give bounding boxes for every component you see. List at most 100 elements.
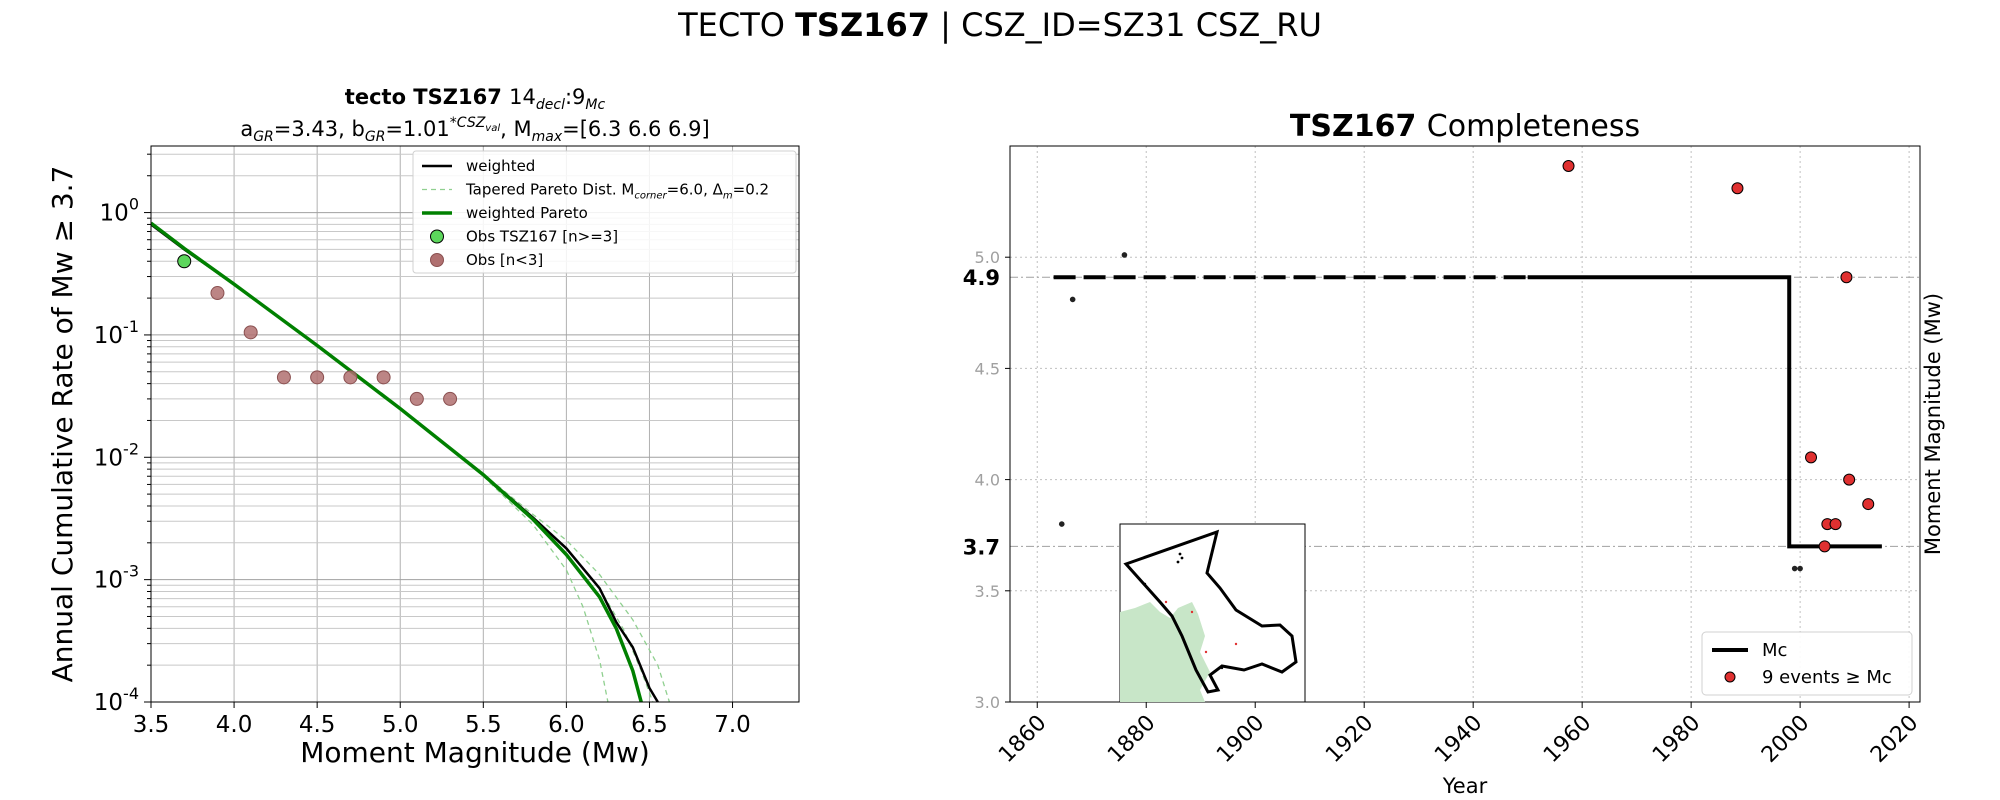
left-x-tick-label: 6.5 (631, 712, 668, 738)
left-series-line (482, 474, 654, 702)
right-y-tick-label: 4.5 (975, 359, 1000, 378)
inset-event-dot (1176, 560, 1180, 564)
event-below-mc (1121, 252, 1128, 258)
event-below-mc (1791, 565, 1798, 572)
left-y-tick-label: 10-3 (94, 562, 139, 594)
right-y-tick-label: 5.0 (975, 248, 1000, 267)
left-plot-frame (150, 145, 800, 703)
legend-label: Obs [n<3] (466, 251, 543, 269)
left-chart-title: tecto TSZ167 14decl:9Mc (345, 85, 606, 113)
left-x-tick-label: 7.0 (714, 712, 751, 738)
left-series (151, 221, 671, 702)
right-x-tick-label: 2020 (1866, 711, 1923, 768)
mc-value-label: 4.9 (963, 266, 1000, 290)
left-y-tick-label: 10-4 (94, 684, 139, 716)
left-y-axis-label: Annual Cumulative Rate of Mw ≥ 3.7 (46, 166, 79, 683)
figure-suptitle: TECTO TSZ167 | CSZ_ID=SZ31 CSZ_RU (0, 6, 2000, 44)
left-y-tick-label: 10-2 (94, 439, 139, 471)
right-x-tick-label: 1880 (1103, 711, 1160, 768)
right-x-tick-label: 1860 (994, 711, 1051, 768)
right-points (1058, 160, 1875, 572)
left-x-tick-label: 5.0 (382, 712, 419, 738)
right-x-tick-label: 1940 (1430, 711, 1487, 768)
mc-step-line (1053, 275, 1882, 549)
right-x-tick-label: 1900 (1212, 711, 1269, 768)
legend-event-swatch (1724, 671, 1736, 683)
right-y-axis-label: Moment Magnitude (Mw) (1921, 293, 1945, 555)
right-y-tick-label: 4.0 (975, 471, 1000, 490)
right-y-tick-label: 3.0 (975, 693, 1000, 712)
right-y-tick-label: 3.5 (975, 582, 1000, 601)
event-below-mc (1058, 521, 1065, 527)
left-series-line (482, 473, 671, 702)
event-below-mc (1069, 296, 1076, 303)
inset-land (1120, 602, 1210, 702)
suptitle-suffix: | CSZ_ID=SZ31 CSZ_RU (940, 6, 1322, 44)
left-y-ticks: 100 10-1 10-2 10-3 10-4 (94, 153, 151, 716)
legend-marker-swatch (430, 253, 444, 267)
left-x-tick-label: 4.5 (299, 712, 336, 738)
left-points (177, 254, 458, 406)
right-x-axis-label: Year (1442, 774, 1488, 798)
obs-point-other (443, 391, 458, 406)
right-plot-frame (1009, 145, 1921, 703)
obs-point-other (343, 370, 358, 385)
right-x-tick-label: 1980 (1648, 711, 1705, 768)
left-x-tick-label: 4.0 (216, 712, 253, 738)
left-legend: weighted Tapered Pareto Dist. Mcorner=6.0… (412, 150, 797, 274)
right-y-ticks: 3.0 3.5 4.0 4.5 5.04.9 3.7 (963, 248, 1010, 712)
obs-point-other (310, 370, 325, 385)
obs-point-other (376, 370, 391, 385)
obs-point-other (276, 370, 291, 385)
right-chart-title: TSZ167 Completeness (1290, 109, 1640, 144)
obs-point-other (409, 391, 424, 406)
legend-label: Tapered Pareto Dist. Mcorner=6.0, Δm=0.2 (465, 181, 769, 202)
left-x-axis-label: Moment Magnitude (Mw) (300, 736, 650, 769)
event-above-mc (1805, 451, 1818, 464)
inset-zone-outline (1123, 529, 1298, 694)
left-x-ticks: 3.5 4.0 4.5 5.0 5.5 6.0 6.5 7.0 (133, 702, 751, 738)
right-legend: Mc 9 events ≥ Mc (1701, 631, 1913, 696)
completeness-chart: TSZ167 Completeness 1860 1880 1900 1920 1940… (963, 109, 1945, 798)
left-chart-subtitle: aGR=3.43, bGR=1.01*CSZval, Mmax=[6.3 6.6… (240, 115, 709, 145)
left-y-tick-label: 10-1 (94, 317, 139, 349)
legend-label: weighted Pareto (466, 204, 588, 222)
suptitle-prefix: TECTO (678, 6, 785, 44)
legend-label: weighted (466, 157, 535, 175)
mc-value-label: 3.7 (963, 535, 1000, 559)
event-above-mc (1818, 540, 1831, 553)
gr-recurrence-chart: tecto TSZ167 14decl:9Mc aGR=3.43, bGR=1.… (46, 85, 800, 769)
inset-event-dot (1220, 666, 1224, 670)
inset-map (1119, 523, 1306, 703)
inset-event-dot (1143, 582, 1147, 586)
legend-label: 9 events ≥ Mc (1762, 667, 1892, 688)
left-y-tick-label: 100 (100, 195, 139, 227)
mc-solid-step (1527, 275, 1882, 549)
obs-point-other (210, 286, 225, 301)
left-legend-box (412, 150, 797, 274)
inset-event-dot (1190, 610, 1194, 614)
event-above-mc (1862, 498, 1875, 511)
suptitle-bold: TSZ167 (795, 6, 930, 44)
inset-event-dot (1178, 552, 1182, 556)
left-series-line (151, 221, 643, 702)
event-above-mc (1840, 271, 1853, 284)
right-x-tick-label: 1960 (1539, 711, 1596, 768)
right-x-ticks: 1860 1880 1900 1920 1940 1960 1980 2000 2020 (994, 702, 1923, 768)
event-above-mc (1731, 182, 1744, 195)
inset-event-dot (1234, 642, 1238, 646)
inset-event-dot (1164, 600, 1168, 604)
left-series-line (482, 475, 609, 702)
obs-point-main (177, 254, 192, 269)
left-x-tick-label: 3.5 (133, 712, 170, 738)
inset-event-dot (1204, 650, 1208, 654)
right-legend-box (1701, 631, 1913, 696)
event-above-mc (1829, 518, 1842, 531)
right-x-tick-label: 1920 (1321, 711, 1378, 768)
inset-event-dot (1180, 556, 1184, 560)
event-above-mc (1843, 473, 1856, 486)
legend-label: Obs TSZ167 [n>=3] (466, 228, 618, 246)
event-below-mc (1797, 565, 1803, 572)
event-above-mc (1562, 160, 1575, 173)
